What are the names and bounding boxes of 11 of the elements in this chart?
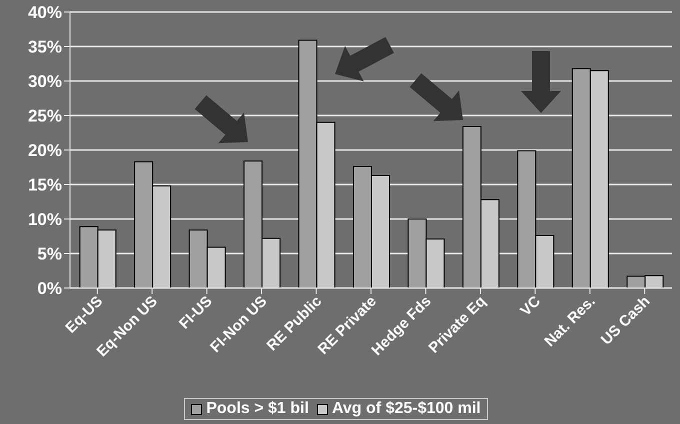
y-tick-label: 35%	[28, 38, 62, 57]
y-tick-label: 10%	[28, 210, 62, 230]
y-tick-label: 40%	[28, 3, 62, 22]
y-tick-label: 20%	[28, 141, 62, 160]
y-tick-label: 25%	[28, 106, 62, 126]
y-tick-label: 30%	[28, 72, 62, 92]
y-tick-label: 0%	[37, 279, 62, 298]
y-tick-label: 5%	[37, 244, 62, 264]
legend-label: Pools > $1 bil	[205, 400, 309, 418]
y-tick-label: 15%	[28, 176, 62, 195]
legend-label: Avg of $25-$100 mil	[330, 400, 481, 418]
